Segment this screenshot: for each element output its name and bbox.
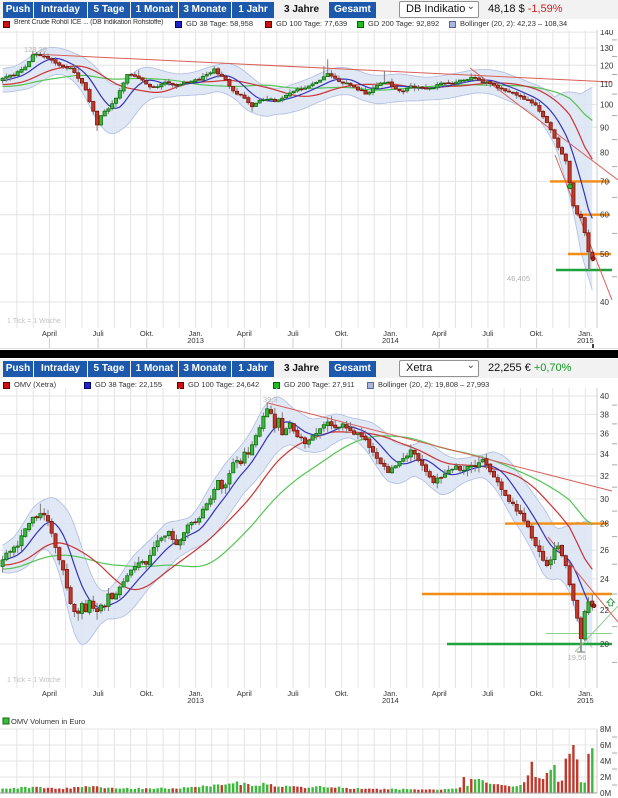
svg-text:Jan.: Jan. bbox=[189, 689, 203, 698]
svg-text:April: April bbox=[432, 689, 447, 698]
svg-text:Juli: Juli bbox=[482, 329, 494, 338]
svg-text:Jan.: Jan. bbox=[578, 689, 592, 698]
svg-text:6M: 6M bbox=[600, 741, 611, 750]
svg-text:32: 32 bbox=[600, 472, 609, 481]
svg-text:24: 24 bbox=[600, 575, 609, 584]
svg-text:28: 28 bbox=[600, 520, 609, 529]
svg-text:20: 20 bbox=[600, 640, 609, 649]
svg-text:OMV Volumen in Euro: OMV Volumen in Euro bbox=[11, 717, 85, 726]
svg-text:April: April bbox=[237, 689, 252, 698]
svg-text:30: 30 bbox=[600, 495, 609, 504]
svg-text:April: April bbox=[432, 329, 447, 338]
svg-text:2M: 2M bbox=[600, 773, 611, 782]
svg-text:34: 34 bbox=[600, 450, 609, 459]
svg-text:April: April bbox=[237, 329, 252, 338]
svg-text:70: 70 bbox=[600, 177, 609, 186]
svg-text:4M: 4M bbox=[600, 757, 611, 766]
svg-text:100: 100 bbox=[600, 101, 614, 110]
svg-text:2015: 2015 bbox=[577, 336, 594, 345]
svg-text:120: 120 bbox=[600, 61, 614, 70]
svg-text:2014: 2014 bbox=[382, 336, 399, 345]
svg-text:Juli: Juli bbox=[482, 689, 494, 698]
svg-text:Juli: Juli bbox=[92, 329, 104, 338]
svg-text:2015: 2015 bbox=[577, 696, 594, 705]
svg-text:Juli: Juli bbox=[287, 329, 299, 338]
svg-text:April: April bbox=[42, 689, 57, 698]
svg-text:2013: 2013 bbox=[187, 696, 204, 705]
svg-text:22: 22 bbox=[600, 606, 609, 615]
svg-text:140: 140 bbox=[600, 30, 614, 37]
svg-text:110: 110 bbox=[600, 80, 613, 89]
svg-text:Jan.: Jan. bbox=[383, 689, 397, 698]
svg-text:46,405: 46,405 bbox=[507, 274, 530, 283]
svg-text:36: 36 bbox=[600, 430, 609, 439]
svg-text:Okt.: Okt. bbox=[335, 689, 349, 698]
svg-text:Okt.: Okt. bbox=[335, 329, 349, 338]
svg-text:38: 38 bbox=[600, 410, 609, 419]
svg-text:90: 90 bbox=[600, 123, 609, 132]
svg-text:39,3: 39,3 bbox=[263, 395, 278, 404]
svg-text:2014: 2014 bbox=[382, 696, 399, 705]
svg-text:128,39: 128,39 bbox=[24, 45, 47, 54]
svg-text:0M: 0M bbox=[600, 789, 611, 798]
svg-text:8M: 8M bbox=[600, 725, 611, 734]
svg-text:2013: 2013 bbox=[187, 336, 204, 345]
svg-text:19,56: 19,56 bbox=[568, 653, 587, 662]
svg-text:Jan.: Jan. bbox=[383, 329, 397, 338]
svg-text:26: 26 bbox=[600, 546, 609, 555]
svg-text:April: April bbox=[42, 329, 57, 338]
svg-text:1 Tick = 1 Woche: 1 Tick = 1 Woche bbox=[7, 318, 61, 325]
svg-text:40: 40 bbox=[600, 392, 609, 401]
svg-text:Jan.: Jan. bbox=[578, 329, 592, 338]
svg-text:Okt.: Okt. bbox=[140, 689, 154, 698]
svg-text:Okt.: Okt. bbox=[530, 329, 544, 338]
svg-text:Jan.: Jan. bbox=[189, 329, 203, 338]
svg-text:130: 130 bbox=[600, 44, 614, 53]
svg-text:50: 50 bbox=[600, 250, 609, 259]
svg-text:1 Tick = 1 Woche: 1 Tick = 1 Woche bbox=[7, 677, 61, 684]
svg-text:Okt.: Okt. bbox=[140, 329, 154, 338]
svg-text:Juli: Juli bbox=[92, 689, 104, 698]
svg-text:Juli: Juli bbox=[287, 689, 299, 698]
svg-text:80: 80 bbox=[600, 149, 609, 158]
svg-text:Okt.: Okt. bbox=[530, 689, 544, 698]
svg-text:60: 60 bbox=[600, 211, 609, 220]
svg-text:40: 40 bbox=[600, 298, 609, 307]
